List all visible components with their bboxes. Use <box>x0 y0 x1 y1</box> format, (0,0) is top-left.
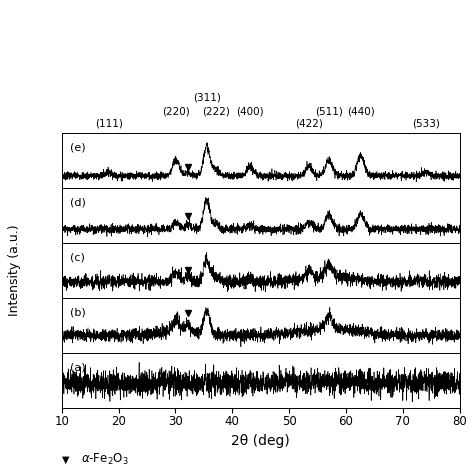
Text: (e): (e) <box>70 143 85 153</box>
Text: (511): (511) <box>315 106 343 116</box>
Text: (400): (400) <box>236 106 264 116</box>
Text: (111): (111) <box>95 118 123 128</box>
Text: $\alpha$-Fe$_2$O$_3$: $\alpha$-Fe$_2$O$_3$ <box>81 452 128 467</box>
Text: (311): (311) <box>193 92 220 102</box>
Text: ▼: ▼ <box>62 455 69 465</box>
Text: Intensity (a.u.): Intensity (a.u.) <box>8 224 21 316</box>
Text: (c): (c) <box>70 253 84 263</box>
Text: 2θ (deg): 2θ (deg) <box>231 434 290 448</box>
Text: (d): (d) <box>70 198 85 208</box>
Text: (b): (b) <box>70 308 85 318</box>
Text: (a): (a) <box>70 363 85 373</box>
Text: (422): (422) <box>295 118 323 128</box>
Text: (440): (440) <box>347 106 374 116</box>
Text: (533): (533) <box>412 118 439 128</box>
Text: (222): (222) <box>202 106 230 116</box>
Text: (220): (220) <box>162 106 190 116</box>
